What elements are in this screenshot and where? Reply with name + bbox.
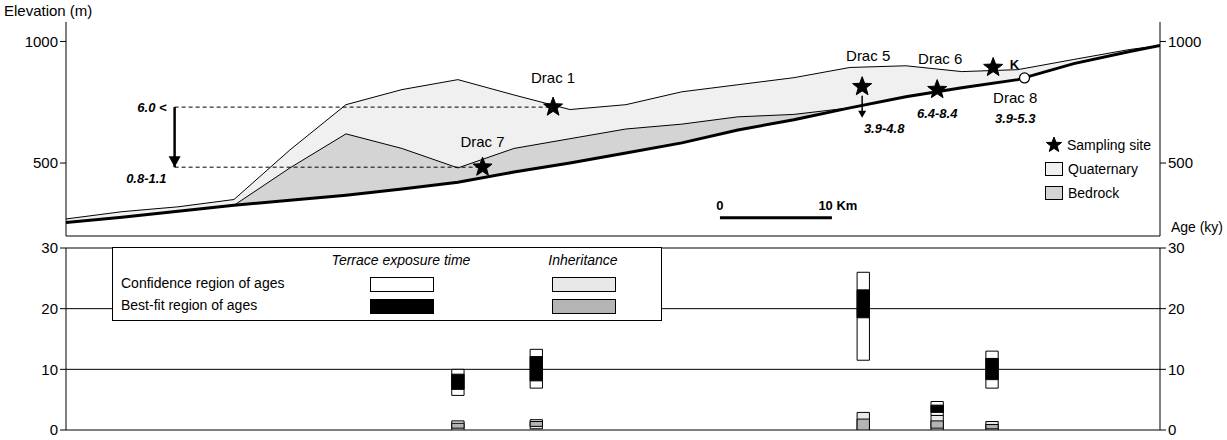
svg-text:1000: 1000 bbox=[1168, 33, 1201, 50]
svg-text:10: 10 bbox=[1168, 361, 1185, 378]
html-text:Quaternary: Quaternary bbox=[1068, 161, 1138, 177]
svg-text:30: 30 bbox=[1168, 240, 1185, 256]
html-text:Best-fit region of ages: Best-fit region of ages bbox=[121, 297, 258, 313]
svg-text:30: 30 bbox=[41, 240, 58, 256]
svg-text:3.9-4.8: 3.9-4.8 bbox=[864, 121, 905, 136]
svg-text:500: 500 bbox=[33, 154, 58, 171]
svg-text:0.8-1.1: 0.8-1.1 bbox=[126, 171, 166, 186]
svg-text:10: 10 bbox=[41, 361, 58, 378]
svg-text:Drac 7: Drac 7 bbox=[460, 133, 504, 150]
svg-text:500: 500 bbox=[1168, 154, 1193, 171]
svg-text:1000: 1000 bbox=[25, 33, 58, 50]
svg-text:6.0 <: 6.0 < bbox=[137, 100, 167, 115]
svg-text:0: 0 bbox=[716, 198, 723, 213]
svg-text:0: 0 bbox=[50, 421, 58, 438]
html-text:Inheritance: Inheritance bbox=[548, 252, 618, 268]
html-text:Age (ky): Age (ky) bbox=[1170, 219, 1223, 235]
html-text:Confidence region of ages: Confidence region of ages bbox=[121, 275, 285, 291]
svg-text:10 Km: 10 Km bbox=[818, 198, 857, 213]
html-text:Sampling site: Sampling site bbox=[1067, 137, 1151, 153]
svg-text:K: K bbox=[1010, 57, 1020, 72]
svg-text:Drac 1: Drac 1 bbox=[531, 69, 575, 86]
svg-text:Drac 5: Drac 5 bbox=[846, 47, 890, 64]
svg-text:Drac 8: Drac 8 bbox=[993, 89, 1037, 106]
svg-text:20: 20 bbox=[1168, 300, 1185, 317]
svg-text:0: 0 bbox=[1168, 421, 1176, 438]
svg-text:20: 20 bbox=[41, 300, 58, 317]
svg-text:Drac 6: Drac 6 bbox=[918, 50, 962, 67]
svg-text:6.4-8.4: 6.4-8.4 bbox=[917, 106, 958, 121]
html-text:Elevation (m): Elevation (m) bbox=[4, 2, 93, 19]
svg-text:3.9-5.3: 3.9-5.3 bbox=[995, 111, 1036, 126]
html-text:Bedrock: Bedrock bbox=[1068, 185, 1120, 201]
html-text:Terrace exposure time: Terrace exposure time bbox=[331, 252, 471, 268]
